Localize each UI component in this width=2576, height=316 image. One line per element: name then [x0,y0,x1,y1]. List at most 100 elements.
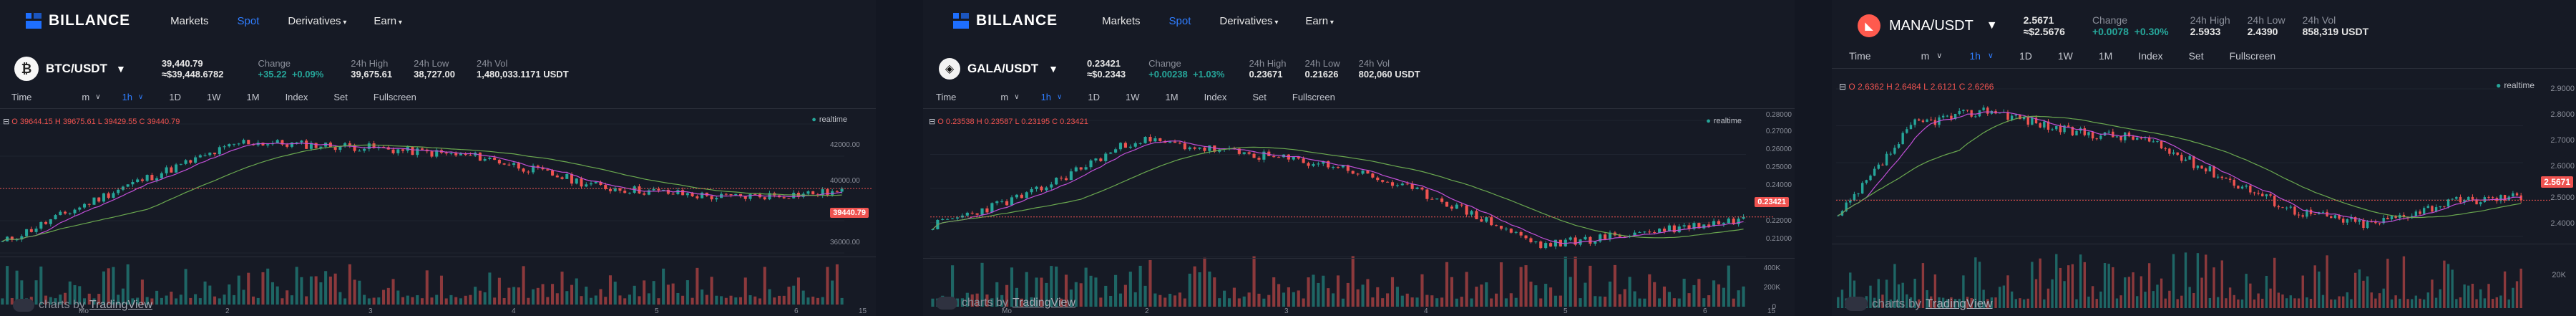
price-chart[interactable]: ⊟ O 0.23538 H 0.23587 L 0.23195 C 0.2342… [923,110,1795,316]
high-stat: 24h High 2.5933 [2190,14,2230,37]
volume-bar [1425,295,1429,307]
pair-name[interactable]: GALA/USDT [967,62,1039,75]
volume-bar [604,297,608,305]
brand-name: BILLANCE [976,12,1058,29]
pair-dropdown-icon[interactable]: ▼ [1048,63,1059,75]
nav-earn[interactable]: Earn [374,15,402,27]
tb-fullscreen[interactable]: Fullscreen [373,92,416,102]
tb-1w[interactable]: 1W [2057,49,2073,62]
candle-body [1040,186,1043,191]
nav-earn[interactable]: Earn [1305,15,1334,27]
brand-logo[interactable]: BILLANCE [26,12,130,29]
volume-bar [1594,296,1597,307]
volume-bar [2075,299,2078,308]
tradingview-cloud-icon [13,299,34,312]
nav-spot[interactable]: Spot [1169,14,1191,27]
candle-body [1707,224,1711,226]
candle-body [1604,234,1607,239]
tb-index[interactable]: Index [1204,92,1227,102]
candle-body [2277,206,2280,208]
candle-body [502,163,506,165]
tradingview-watermark[interactable]: charts by TradingView [1845,297,1993,311]
nav-derivatives[interactable]: Derivatives [288,15,346,27]
volume-bar [1104,285,1108,307]
tb-set[interactable]: Set [2188,49,2204,62]
tb-1d[interactable]: 1D [2019,49,2032,62]
volume-bar [2499,295,2502,308]
tb-minute[interactable]: m [1921,49,1930,62]
candle-body [2055,125,2058,130]
tb-1m[interactable]: 1M [2098,49,2113,62]
tb-time[interactable]: Time [1849,49,1871,62]
tb-1m[interactable]: 1M [1165,92,1179,102]
nav-spot[interactable]: Spot [237,14,260,27]
legend-collapse-icon[interactable]: ⊟ [3,118,10,126]
tb-interval-caret[interactable]: ∨ [138,93,144,101]
y-tick: 0.24000 [1765,181,1792,189]
volume-bar [102,271,105,305]
tb-1w[interactable]: 1W [207,92,221,102]
candle-body [2091,132,2094,139]
tb-1d[interactable]: 1D [1088,92,1100,102]
tb-interval-caret[interactable]: ∨ [1987,52,1994,60]
brand-logo[interactable]: BILLANCE [953,12,1058,29]
tb-minute[interactable]: m [82,92,90,102]
candle-body [2006,112,2009,120]
pair-dropdown-icon[interactable]: ▼ [115,63,126,75]
volume-bar [382,289,386,305]
nav-markets[interactable]: Markets [170,14,209,27]
candle-body [136,179,140,182]
volume-bar [386,287,390,305]
nav-derivatives[interactable]: Derivatives [1219,15,1278,27]
tradingview-watermark[interactable]: charts by TradingView [13,299,152,312]
volume-bar [1336,275,1340,307]
tb-1d[interactable]: 1D [169,92,181,102]
tb-minute-caret[interactable]: ∨ [95,93,101,101]
candlestick-svg[interactable] [1832,72,2576,316]
candle-body [1946,115,1948,117]
tradingview-watermark[interactable]: charts by TradingView [936,297,1075,310]
tb-interval[interactable]: 1h [1040,92,1052,102]
candlestick-svg[interactable] [923,110,1795,316]
tb-set[interactable]: Set [333,92,348,102]
tb-time[interactable]: Time [936,92,957,102]
volume-bar [1148,259,1152,307]
volume-bar [1986,299,1989,308]
volume-bar [2205,254,2207,308]
pair-name[interactable]: MANA/USDT [1889,17,1974,34]
legend-collapse-icon[interactable]: ⊟ [1839,82,1847,92]
price-chart[interactable]: ⊟ O 2.6362 H 2.6484 L 2.6121 C 2.6266 re… [1832,72,2576,316]
volume-bar [1881,295,1884,308]
volume-bar [223,295,226,305]
pair-dropdown-icon[interactable]: ▼ [1986,19,1998,32]
candlestick-svg[interactable] [0,110,876,316]
candle-body [1970,110,1973,117]
volume-bar [1302,298,1305,307]
pane-separator[interactable] [923,258,1795,259]
candle-body [724,193,728,195]
tb-interval[interactable]: 1h [1969,49,1981,62]
tb-index[interactable]: Index [2138,49,2163,62]
tb-minute[interactable]: m [1000,92,1009,102]
tb-interval[interactable]: 1h [122,92,133,102]
tb-1w[interactable]: 1W [1126,92,1140,102]
tb-1m[interactable]: 1M [246,92,260,102]
legend-collapse-icon[interactable]: ⊟ [929,118,936,126]
tb-fullscreen[interactable]: Fullscreen [1292,92,1335,102]
candle-body [2358,219,2361,222]
tb-fullscreen[interactable]: Fullscreen [2229,49,2276,62]
tb-time[interactable]: Time [11,92,32,102]
candle-body [662,189,665,191]
tb-minute-caret[interactable]: ∨ [1014,93,1020,101]
candle-body [2022,117,2026,120]
candle-body [931,229,935,230]
tb-set[interactable]: Set [1252,92,1267,102]
nav-markets[interactable]: Markets [1102,14,1141,27]
volume-bar [2144,292,2147,308]
candle-body [1549,243,1553,246]
pair-name[interactable]: BTC/USDT [46,62,107,75]
tb-index[interactable]: Index [285,92,308,102]
tb-interval-caret[interactable]: ∨ [1057,93,1063,101]
price-chart[interactable]: ⊟ O 39644.15 H 39675.61 L 39429.55 C 394… [0,110,876,316]
tb-minute-caret[interactable]: ∨ [1936,52,1943,60]
